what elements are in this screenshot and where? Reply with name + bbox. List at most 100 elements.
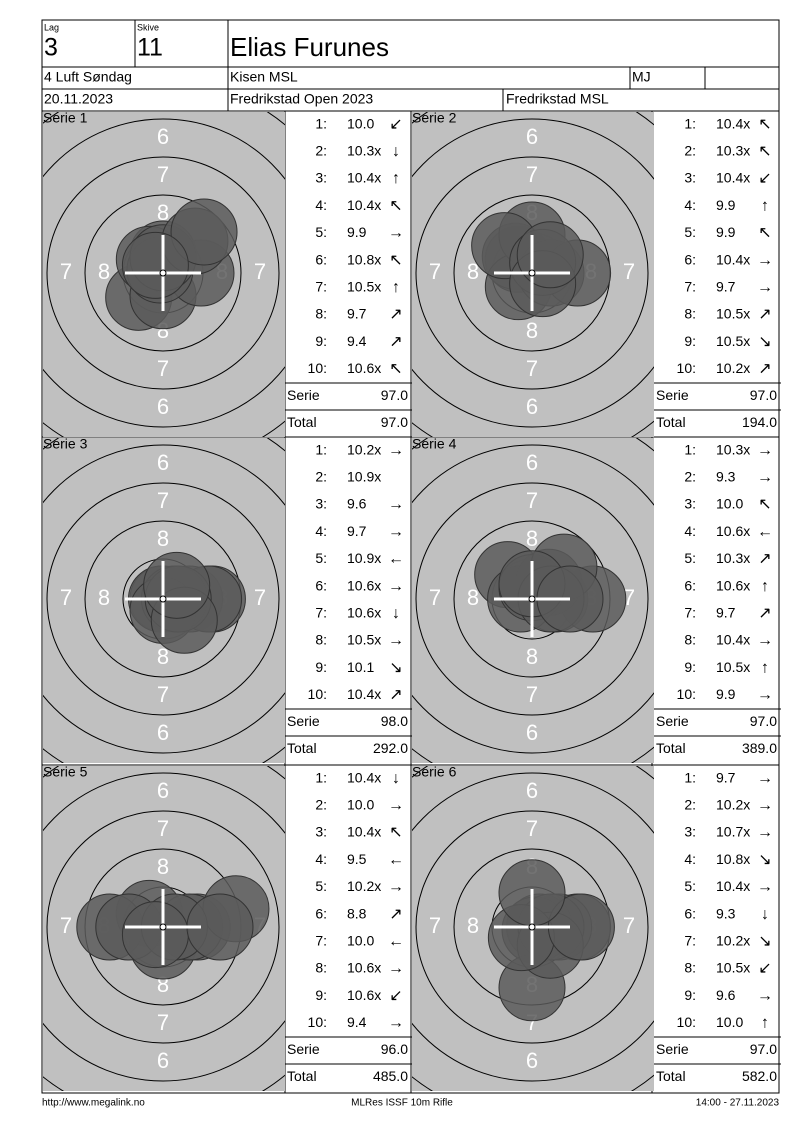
- shot-number: 9:: [315, 987, 327, 1003]
- shot-direction: ↖: [758, 143, 771, 160]
- shot-score: 10.3x: [716, 143, 750, 159]
- shot-direction: ↑: [392, 279, 400, 296]
- shot-number: 6:: [684, 577, 696, 593]
- shot-hit: [516, 221, 584, 289]
- shot-direction: →: [757, 879, 773, 896]
- shot-direction: ↖: [389, 361, 402, 378]
- total-value: 485.0: [373, 1068, 408, 1084]
- shot-score: 10.4x: [347, 824, 381, 840]
- shot-direction: →: [388, 960, 404, 977]
- shot-number: 3:: [315, 496, 327, 512]
- shot-score: 10.5x: [347, 279, 381, 295]
- ring-label: 7: [526, 162, 538, 187]
- shot-direction: →: [388, 797, 404, 814]
- shot-direction: ↗: [389, 687, 402, 704]
- shot-number: 10:: [677, 686, 696, 702]
- ring-label: 6: [526, 1048, 538, 1073]
- shot-direction: ←: [388, 851, 404, 868]
- shot-score: 10.0: [716, 1014, 743, 1030]
- shot-hit: [170, 198, 238, 266]
- skive: 11: [137, 34, 163, 62]
- target: 6677778888: [43, 438, 285, 763]
- shot-direction: →: [388, 225, 404, 242]
- shot-direction: ↗: [389, 906, 402, 923]
- shot-direction: ↘: [389, 659, 402, 676]
- ring-label: 7: [254, 259, 266, 284]
- shot-number: 10:: [308, 686, 327, 702]
- ring-label: 6: [157, 124, 169, 149]
- shot-direction: →: [388, 879, 404, 896]
- shot-direction: →: [388, 523, 404, 540]
- serie-value: 98.0: [381, 713, 408, 729]
- shot-number: 7:: [315, 933, 327, 949]
- target: 6677778888: [412, 766, 654, 1091]
- ring-label: 6: [526, 778, 538, 803]
- ring-label: 7: [157, 682, 169, 707]
- serie-value: 97.0: [750, 713, 777, 729]
- ring-label: 6: [526, 394, 538, 419]
- shot-score: 10.4x: [716, 632, 750, 648]
- shot-score: 9.7: [347, 306, 367, 322]
- shot-number: 9:: [315, 333, 327, 349]
- shot-number: 8:: [315, 306, 327, 322]
- shot-direction: →: [757, 687, 773, 704]
- serie-value: 97.0: [381, 387, 408, 403]
- shot-direction: ↓: [392, 605, 400, 622]
- total-label: Total: [287, 1068, 317, 1084]
- target: 6677778888: [43, 766, 285, 1091]
- shot-score: 10.2x: [716, 933, 750, 949]
- shot-number: 1:: [315, 115, 327, 131]
- serie-label: Serie: [287, 387, 320, 403]
- shot-number: 1:: [315, 769, 327, 785]
- shot-number: 10:: [677, 360, 696, 376]
- ring-label: 8: [526, 644, 538, 669]
- ring-label: 8: [467, 259, 479, 284]
- ring-label: 8: [157, 526, 169, 551]
- shot-score: 10.7x: [716, 824, 750, 840]
- shot-direction: →: [757, 987, 773, 1004]
- shot-score: 10.8x: [716, 851, 750, 867]
- shot-number: 6:: [684, 905, 696, 921]
- shot-direction: ↘: [758, 333, 771, 350]
- shot-number: 6:: [315, 577, 327, 593]
- shot-score: 10.4x: [716, 115, 750, 131]
- shot-direction: ↗: [389, 333, 402, 350]
- ring: [412, 772, 654, 1082]
- shot-direction: ↖: [758, 225, 771, 242]
- ring-label: 7: [254, 585, 266, 610]
- total-value: 97.0: [381, 414, 408, 430]
- shot-score: 9.9: [347, 224, 367, 240]
- shot-score: 10.2x: [716, 360, 750, 376]
- shot-direction: ↗: [389, 306, 402, 323]
- ring-label: 6: [526, 450, 538, 475]
- shot-score: 10.6x: [347, 605, 381, 621]
- shot-number: 2:: [684, 143, 696, 159]
- serie-value: 97.0: [750, 387, 777, 403]
- shot-number: 1:: [684, 441, 696, 457]
- shot-number: 5:: [684, 878, 696, 894]
- shot-number: 1:: [684, 115, 696, 131]
- shot-score: 8.8: [347, 905, 367, 921]
- shot-direction: ←: [388, 933, 404, 950]
- shot-score: 9.6: [716, 987, 736, 1003]
- shot-score: 9.6: [347, 496, 367, 512]
- serie-label: Serie: [656, 1041, 689, 1057]
- shot-direction: →: [757, 469, 773, 486]
- shot-direction: ↖: [758, 496, 771, 513]
- series-title: Serie 3: [43, 436, 88, 452]
- shot-score: 10.6x: [347, 960, 381, 976]
- shot-score: 9.9: [716, 224, 736, 240]
- shot-direction: ↑: [761, 1015, 769, 1032]
- ring-label: 8: [526, 318, 538, 343]
- shot-score: 10.6x: [716, 523, 750, 539]
- ring-label: 6: [157, 720, 169, 745]
- shot-score: 10.8x: [347, 251, 381, 267]
- shot-direction: ↗: [758, 605, 771, 622]
- club: Kisen MSL: [230, 69, 298, 85]
- ring-label: 7: [526, 816, 538, 841]
- total-value: 389.0: [742, 740, 777, 756]
- shot-number: 5:: [315, 550, 327, 566]
- shot-number: 3:: [684, 496, 696, 512]
- shot-number: 4:: [684, 197, 696, 213]
